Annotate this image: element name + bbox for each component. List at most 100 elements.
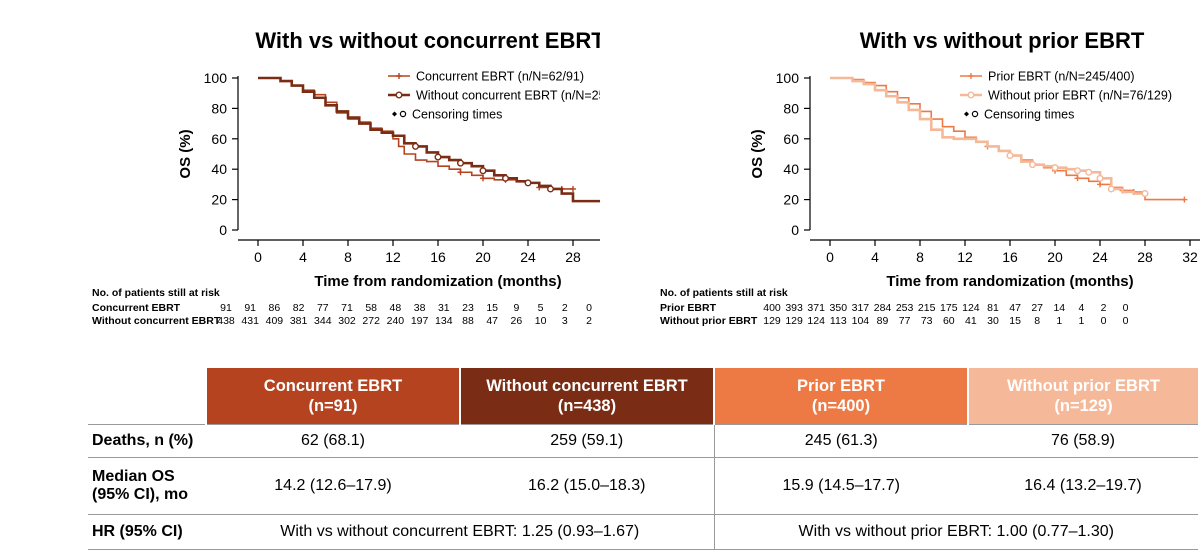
header-n: (n=91) [308,397,358,415]
y-tick-label: 60 [211,131,227,147]
at-risk-value: 1 [1056,315,1062,327]
x-tick-label: 4 [871,249,879,265]
at-risk-value: 88 [462,315,474,327]
censor-mark [524,179,532,187]
chart-title: With vs without concurrent EBRT [255,28,600,53]
at-risk-value: 431 [241,315,259,327]
cell-median-prior: 15.9 (14.5–17.7) [713,457,968,515]
at-risk-value: 14 [1053,302,1065,314]
censor-mark [434,153,442,161]
at-risk-value: 350 [830,302,848,314]
summary-table: Concurrent EBRT (n=91) Without concurren… [88,368,1198,550]
at-risk-value: 381 [290,315,308,327]
legend-label: Concurrent EBRT (n/N=62/91) [416,70,584,84]
at-risk-value: 124 [962,302,980,314]
censor-mark [479,167,487,175]
at-risk-value: 4 [1078,302,1084,314]
y-tick-label: 100 [204,70,228,86]
at-risk-value: 15 [486,302,498,314]
row-label-line: Median OS [92,468,175,485]
censor-mark [1051,164,1059,172]
at-risk-value: 409 [266,315,284,327]
censor-mark [547,185,555,193]
legend-label: Prior EBRT (n/N=245/400) [988,70,1134,84]
at-risk-value: 215 [918,302,936,314]
cell-deaths-prior: 245 (61.3) [713,424,968,458]
at-risk-value: 284 [874,302,892,314]
at-risk-value: 2 [562,302,568,314]
at-risk-value: 129 [785,315,803,327]
at-risk-value: 393 [785,302,803,314]
header-without-concurrent-ebrt: Without concurrent EBRT (n=438) [459,368,714,425]
at-risk-value: 0 [1123,302,1129,314]
x-tick-label: 32 [1182,249,1198,265]
legend-label: Without prior EBRT (n/N=76/129) [988,89,1172,103]
header-label: Prior EBRT [796,377,885,395]
x-tick-label: 0 [826,249,834,265]
at-risk-value: 2 [586,315,592,327]
at-risk-value: 104 [852,315,870,327]
censor-mark [502,174,510,182]
at-risk-value: 8 [1034,315,1040,327]
header-without-prior-ebrt: Without prior EBRT (n=129) [967,368,1198,425]
x-tick-label: 12 [957,249,973,265]
km-curve [258,76,600,203]
censor-mark [1096,174,1104,182]
chart-title: With vs without prior EBRT [860,28,1145,53]
at-risk-value: 175 [940,302,958,314]
legend-censor-circle [971,110,979,118]
at-risk-value: 47 [486,315,498,327]
x-tick-label: 24 [520,249,536,265]
table-row-median-os: Median OS (95% CI), mo 14.2 (12.6–17.9) … [88,457,1198,515]
cell-hr-prior: With vs without prior EBRT: 1.00 (0.77–1… [713,514,1198,550]
censor-mark [457,159,465,167]
at-risk-value: 400 [763,302,781,314]
at-risk-value: 73 [921,315,933,327]
km-series-without_concurrent [258,76,600,203]
y-tick-label: 40 [783,161,799,177]
at-risk-row-label: Without concurrent EBRT [92,315,221,327]
at-risk-value: 77 [899,315,911,327]
row-label-deaths: Deaths, n (%) [88,424,206,458]
x-tick-label: 24 [1092,249,1108,265]
legend-marker [967,91,975,99]
legend-note: Censoring times [412,108,502,122]
legend-label: Without concurrent EBRT (n/N=259/438) [416,89,600,103]
at-risk-value: 26 [511,315,523,327]
at-risk-value: 5 [538,302,544,314]
y-tick-label: 20 [211,192,227,208]
at-risk-header: No. of patients still at risk [660,287,788,299]
at-risk-value: 47 [1009,302,1021,314]
x-axis-label: Time from randomization (months) [314,273,561,290]
at-risk-value: 0 [1123,315,1129,327]
at-risk-value: 82 [293,302,305,314]
at-risk-value: 3 [562,315,568,327]
at-risk-value: 71 [341,302,353,314]
y-tick-label: 60 [783,131,799,147]
y-axis-label: OS (%) [749,129,766,178]
x-tick-label: 20 [475,249,491,265]
at-risk-value: 81 [987,302,999,314]
at-risk-value: 129 [763,315,781,327]
at-risk-value: 30 [987,315,999,327]
y-tick-label: 80 [211,100,227,116]
x-tick-label: 12 [385,249,401,265]
header-prior-ebrt: Prior EBRT (n=400) [713,368,968,425]
legend-censor-plus [964,111,969,117]
km-series-without_prior [830,76,1149,198]
cell-median-concurrent: 14.2 (12.6–17.9) [206,457,460,515]
at-risk-value: 134 [435,315,453,327]
row-label-hr: HR (95% CI) [88,514,206,550]
at-risk-value: 15 [1009,315,1021,327]
x-tick-label: 4 [299,249,307,265]
table-row-deaths: Deaths, n (%) 62 (68.1) 259 (59.1) 245 (… [88,424,1198,458]
y-axis-label: OS (%) [177,129,194,178]
at-risk-value: 58 [365,302,377,314]
row-label-line: (95% CI), mo [92,486,189,503]
at-risk-value: 86 [269,302,281,314]
x-tick-label: 16 [430,249,446,265]
at-risk-value: 89 [877,315,889,327]
y-tick-label: 0 [219,222,227,238]
at-risk-value: 77 [317,302,329,314]
x-tick-label: 28 [1137,249,1153,265]
